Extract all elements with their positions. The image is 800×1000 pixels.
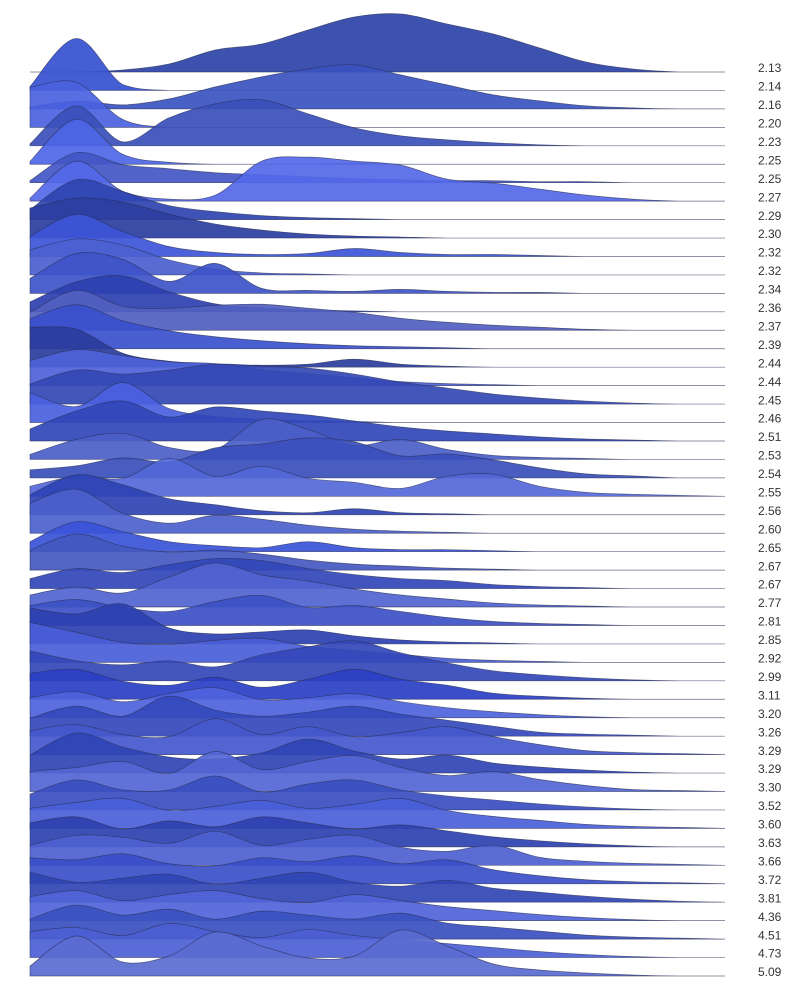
ridge-label: 2.77 <box>758 596 782 610</box>
ridge-label: 5.09 <box>758 965 782 979</box>
ridge <box>29 474 725 516</box>
ridge <box>29 400 725 442</box>
ridge <box>29 640 725 682</box>
ridge-label: 2.45 <box>758 393 782 407</box>
ridge <box>29 363 725 405</box>
ridge <box>29 488 725 534</box>
ridge-label: 2.99 <box>758 670 782 684</box>
ridge-label: 3.29 <box>758 762 782 776</box>
ridge-label: 3.66 <box>758 854 782 868</box>
ridge-label: 2.32 <box>758 246 782 260</box>
ridge <box>29 830 726 866</box>
ridge <box>29 718 726 755</box>
ridge-label: 3.52 <box>758 799 782 813</box>
ridge-label: 4.73 <box>758 947 782 961</box>
ridge-label: 2.16 <box>758 98 782 112</box>
ridge-label: 2.54 <box>758 467 782 481</box>
ridge-label: 2.67 <box>758 559 782 573</box>
ridge-label: 2.29 <box>758 209 782 223</box>
ridge <box>29 64 725 110</box>
ridge-label: 2.65 <box>758 541 782 555</box>
ridge-label: 2.85 <box>758 633 782 647</box>
ridge-label: 2.53 <box>758 449 782 463</box>
ridge-label: 2.23 <box>758 135 782 149</box>
ridge-label: 2.81 <box>758 615 782 629</box>
ridge <box>29 457 726 497</box>
ridge-label: 2.60 <box>758 522 782 536</box>
ridge-label: 3.72 <box>758 873 782 887</box>
ridge-label: 2.51 <box>758 430 782 444</box>
ridge-label: 2.39 <box>758 338 782 352</box>
ridge-label: 4.36 <box>758 910 782 924</box>
ridge <box>29 304 725 350</box>
ridge-label: 2.55 <box>758 485 782 499</box>
ridge <box>29 797 726 829</box>
ridge <box>29 775 725 811</box>
ridge <box>29 562 725 608</box>
ridge <box>29 890 726 922</box>
ridge-label: 2.67 <box>758 578 782 592</box>
ridge <box>29 603 725 645</box>
ridge-label: 2.27 <box>758 190 782 204</box>
ridge <box>29 156 725 202</box>
ridge-label: 2.46 <box>758 412 782 426</box>
ridge <box>29 929 725 977</box>
ridge <box>29 197 725 239</box>
ridge-label: 2.34 <box>758 283 782 297</box>
ridge-label: 2.20 <box>758 117 782 131</box>
ridge-label: 4.51 <box>758 928 782 942</box>
ridge <box>29 594 725 626</box>
ridge-label: 3.29 <box>758 744 782 758</box>
ridge-label: 3.26 <box>758 725 782 739</box>
ridge <box>30 13 725 73</box>
ridge-label: 3.30 <box>758 781 782 795</box>
ridge-label: 3.81 <box>758 891 782 905</box>
ridge-label: 2.37 <box>758 319 782 333</box>
ridge-label: 3.60 <box>758 818 782 832</box>
ridge <box>29 251 725 294</box>
ridge-label: 2.44 <box>758 356 782 370</box>
ridge-label: 2.44 <box>758 375 782 389</box>
ridge-label: 3.63 <box>758 836 782 850</box>
ridge-label: 2.25 <box>758 172 782 186</box>
ridge-label: 2.56 <box>758 504 782 518</box>
ridge-label: 3.20 <box>758 707 782 721</box>
ridge <box>29 289 725 331</box>
ridge <box>29 98 725 147</box>
ridge-label: 2.36 <box>758 301 782 315</box>
ridge-label: 2.30 <box>758 227 782 241</box>
ridge <box>29 437 725 479</box>
ridge <box>29 275 725 313</box>
ridge-label: 2.13 <box>758 61 782 75</box>
ridge-label: 2.14 <box>758 80 782 94</box>
ridge-label: 2.92 <box>758 652 782 666</box>
ridge-label: 2.32 <box>758 264 782 278</box>
ridge-label: 2.25 <box>758 153 782 167</box>
ridge <box>29 853 726 885</box>
ridge-label: 3.11 <box>758 688 781 702</box>
